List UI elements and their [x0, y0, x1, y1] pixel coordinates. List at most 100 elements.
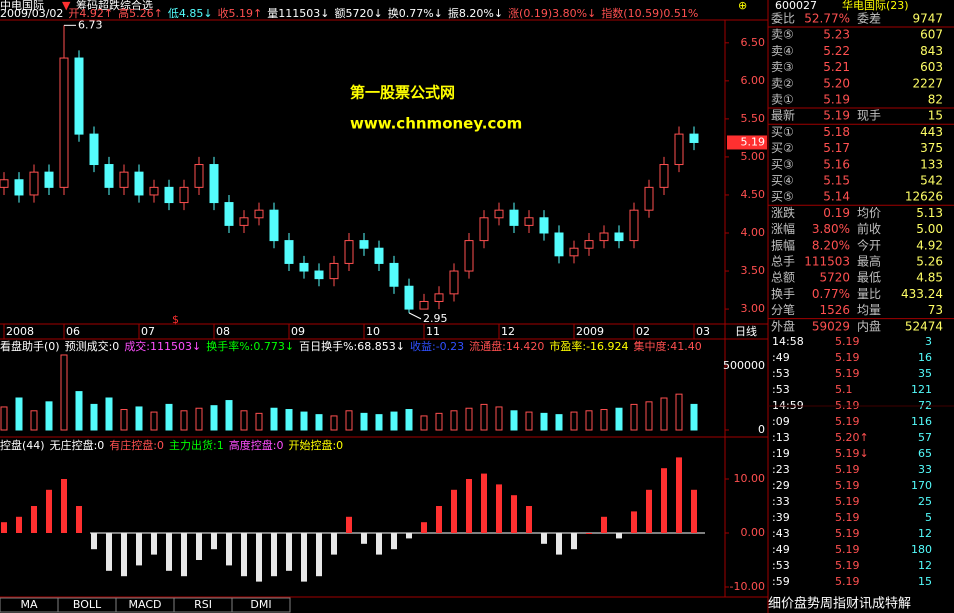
volume-bar — [630, 403, 638, 431]
y-tick-label: -10.00 — [730, 580, 765, 593]
info-item: 百日换手%:68.853↓ — [299, 339, 405, 353]
quote-label: 分笔 — [771, 302, 795, 317]
quote-value: 5.17 — [823, 141, 850, 155]
quote-value: 9747 — [912, 12, 943, 26]
candle-body — [689, 133, 699, 143]
tab-label[interactable]: MA — [20, 598, 37, 611]
trade-volume: 12 — [918, 559, 932, 572]
volume-bar — [375, 414, 383, 431]
volume-bar — [75, 391, 83, 431]
trade-volume: 35 — [918, 367, 932, 380]
indicator-bar — [151, 533, 157, 555]
trade-price: 5.19 — [835, 479, 860, 492]
trade-volume: 116 — [911, 415, 932, 428]
quote-label: 总额 — [771, 271, 795, 285]
icon[interactable]: ⊕ — [738, 0, 747, 12]
trade-price: 5.19 — [835, 335, 860, 348]
volume-bar — [45, 401, 53, 431]
bottom-menu[interactable]: 细价盘势周指财讯成特解 — [768, 596, 911, 612]
trade-time: :39 — [772, 511, 790, 524]
volume-bar — [450, 410, 458, 431]
candle-body — [599, 232, 609, 242]
indicator-bar — [631, 511, 637, 534]
info-item: 看盘助手(0) — [0, 339, 60, 353]
quote-value: 607 — [920, 28, 943, 42]
period: 日线 — [735, 324, 757, 338]
info-item: 指数(10.59)0.51% — [601, 6, 698, 20]
trade-time: :49 — [772, 543, 790, 556]
trade-volume: 5 — [925, 511, 932, 524]
quote-value: 542 — [920, 174, 943, 188]
indicator-bar — [226, 533, 232, 566]
info-item: 涨(0.19)3.80%↓ — [508, 7, 596, 20]
quote-value: 73 — [928, 303, 943, 317]
candle-body — [524, 217, 534, 226]
candle-body — [0, 179, 9, 188]
quote-label: 卖① — [771, 93, 794, 107]
candle-body — [149, 186, 159, 196]
tab-label[interactable]: MACD — [129, 598, 162, 611]
quote-value: 843 — [920, 44, 943, 58]
info-item: 收益:-0.23 — [410, 339, 464, 353]
x-tick-label: 2009 — [576, 325, 604, 338]
indicator-bar — [331, 533, 337, 555]
volume-bar — [420, 415, 428, 431]
low-leader — [408, 312, 422, 320]
quote-value: 111503 — [804, 255, 850, 269]
stock-title: 华电国际(23) — [842, 0, 909, 12]
candle-body — [329, 262, 339, 280]
indicator-bar — [286, 533, 292, 571]
indicator-bar — [691, 489, 697, 534]
candle-body — [644, 186, 654, 211]
trade-price: 5.19 — [835, 543, 860, 556]
indicator-bar — [196, 533, 202, 561]
indicator-bar — [676, 457, 682, 534]
watermark-url: www.chnmoney.com — [350, 115, 522, 133]
volume-bar — [255, 412, 263, 431]
y-tick-label: 6.00 — [741, 74, 766, 87]
volume-bar — [225, 400, 233, 431]
indicator-bar — [661, 468, 667, 534]
volume-bar — [135, 406, 143, 431]
indicator-bar — [1, 522, 7, 534]
volume-bar — [585, 410, 593, 431]
tab-label[interactable]: RSI — [194, 598, 212, 611]
volume-bar — [555, 414, 563, 431]
candle-body — [104, 164, 114, 188]
candle-body — [494, 209, 504, 219]
candle-body — [614, 232, 624, 242]
candle-body — [464, 240, 474, 272]
trade-price: 5.19↓ — [835, 447, 869, 460]
indicator-bar — [211, 533, 217, 550]
trade-price: 5.19 — [835, 575, 860, 588]
indicator-bar — [346, 516, 352, 534]
indicator-bar — [91, 533, 97, 550]
y-tick-label: 4.50 — [741, 188, 766, 201]
quote-value: 2227 — [912, 76, 943, 90]
trade-time: :49 — [772, 351, 790, 364]
indicator-bar — [31, 505, 37, 534]
info-item: 无庄控盘:0 — [50, 438, 105, 452]
candle-body — [29, 171, 39, 196]
volume-bar — [270, 407, 278, 431]
quote-label: 涨跌 — [771, 205, 795, 220]
quote-value: 443 — [920, 125, 943, 139]
info-item: 2009/03/02 — [0, 7, 63, 20]
trade-time: :43 — [772, 527, 790, 540]
tab-label[interactable]: DMI — [250, 598, 271, 611]
info-item: 市盈率:-16.924 — [549, 339, 628, 353]
volume-bar — [330, 415, 338, 431]
info-item: 主力出货:1 — [169, 438, 224, 452]
y-tick-label: 10.00 — [734, 472, 766, 485]
candle-body — [284, 240, 294, 264]
volume-bar — [105, 397, 113, 431]
volume-bar — [480, 403, 488, 431]
quote-value: 5.19 — [823, 93, 850, 107]
quote-label: 卖⑤ — [771, 28, 794, 42]
trade-time: :29 — [772, 479, 790, 492]
tab-label[interactable]: BOLL — [73, 598, 102, 611]
tab[interactable] — [231, 597, 291, 613]
volume-bar — [120, 409, 128, 431]
volume-bar — [210, 405, 218, 431]
candle-body — [554, 232, 564, 257]
